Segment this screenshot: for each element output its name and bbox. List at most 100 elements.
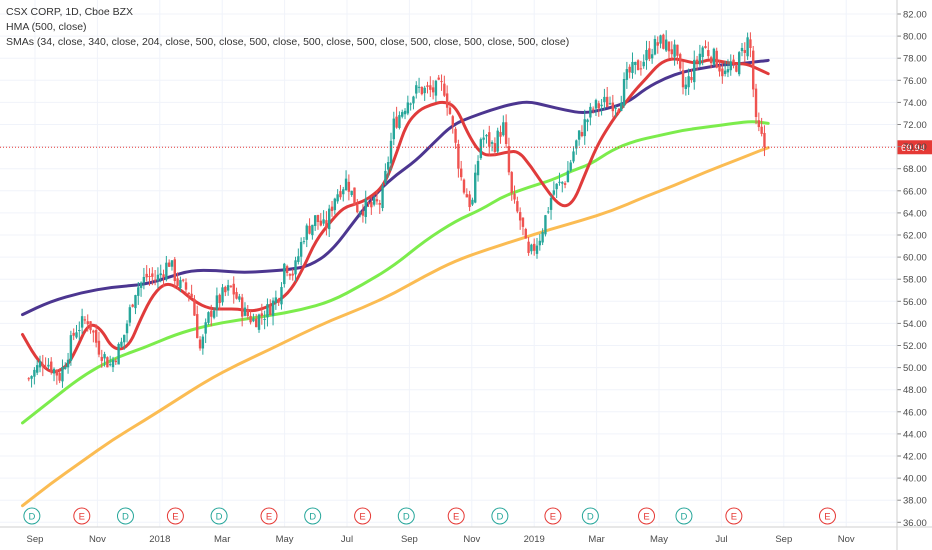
candle-body bbox=[215, 295, 219, 310]
candle-body bbox=[409, 103, 412, 105]
earnings-marker[interactable]: E bbox=[73, 507, 91, 525]
candle-body bbox=[527, 241, 530, 253]
candle-body bbox=[153, 279, 157, 281]
candle-body bbox=[457, 144, 460, 169]
dividend-marker[interactable]: D bbox=[210, 507, 228, 525]
dividend-marker[interactable]: D bbox=[581, 507, 599, 525]
candle-body bbox=[516, 201, 519, 212]
candle-body bbox=[401, 112, 404, 117]
candle-body bbox=[698, 53, 702, 65]
candle-body bbox=[662, 34, 665, 49]
candle-body bbox=[448, 107, 452, 114]
candle-body bbox=[639, 68, 643, 70]
candle-body bbox=[709, 57, 713, 64]
candle-body bbox=[131, 304, 134, 307]
y-tick-label: 40.00 bbox=[903, 474, 927, 485]
candle-body bbox=[139, 282, 143, 288]
marker-label: D bbox=[681, 512, 688, 523]
candle-body bbox=[504, 122, 508, 144]
marker-label: D bbox=[28, 512, 35, 523]
candle-body bbox=[415, 85, 418, 94]
dividend-marker[interactable]: D bbox=[397, 507, 415, 525]
candle-body bbox=[260, 313, 264, 317]
candle-body bbox=[754, 88, 758, 117]
candle-body bbox=[608, 103, 612, 105]
earnings-marker[interactable]: E bbox=[260, 507, 278, 525]
candle-body bbox=[44, 366, 47, 368]
y-axis[interactable]: 36.00 38.00 40.00 42.00 44.00 46.00 48.00 50.00… bbox=[896, 0, 927, 550]
marker-circle bbox=[166, 507, 184, 525]
sma-indicator-label[interactable]: SMAs (34, close, 340, close, 204, close,… bbox=[6, 36, 570, 48]
candle-body bbox=[462, 179, 466, 193]
candle-body bbox=[628, 66, 631, 73]
candle-body bbox=[673, 44, 676, 57]
candle-body bbox=[530, 244, 533, 252]
ma-line bbox=[21, 146, 770, 508]
candle-body bbox=[173, 259, 176, 282]
candle-body bbox=[476, 160, 480, 176]
marker-label: E bbox=[359, 512, 365, 523]
candle-body bbox=[381, 186, 384, 209]
candle-body bbox=[204, 322, 207, 334]
earnings-marker[interactable]: E bbox=[818, 507, 836, 525]
candle-body bbox=[64, 366, 67, 369]
candle-body bbox=[137, 287, 140, 296]
x-tick-label: Sep bbox=[27, 534, 44, 545]
candle-body bbox=[566, 170, 570, 183]
earnings-marker[interactable]: E bbox=[447, 507, 465, 525]
marker-label: D bbox=[587, 512, 594, 523]
candle-body bbox=[620, 102, 623, 112]
candle-body bbox=[325, 220, 328, 229]
earnings-marker[interactable]: E bbox=[354, 507, 372, 525]
candle-body bbox=[636, 60, 640, 71]
earnings-marker[interactable]: E bbox=[638, 507, 656, 525]
candle-body bbox=[156, 274, 160, 281]
candle-body bbox=[224, 286, 227, 293]
candle-body bbox=[232, 283, 235, 295]
candle-body bbox=[617, 109, 620, 111]
candle-body bbox=[746, 37, 749, 57]
candle-body bbox=[482, 137, 485, 140]
candle-body bbox=[38, 361, 42, 368]
candle-body bbox=[465, 194, 469, 198]
candle-body bbox=[128, 307, 132, 323]
candle-body bbox=[625, 69, 629, 80]
dividend-marker[interactable]: D bbox=[491, 507, 509, 525]
candle-body bbox=[386, 162, 390, 170]
dividend-marker[interactable]: D bbox=[304, 507, 322, 525]
candle-body bbox=[269, 305, 272, 316]
candle-body bbox=[721, 68, 724, 77]
candle-body bbox=[92, 330, 95, 333]
candle-body bbox=[145, 273, 148, 278]
earnings-marker[interactable]: E bbox=[725, 507, 743, 525]
marker-circle bbox=[354, 507, 372, 525]
last-price-label: 69.94 bbox=[901, 143, 925, 154]
candle-body bbox=[347, 181, 351, 192]
candle-body bbox=[518, 212, 522, 221]
y-tick-label: 60.00 bbox=[903, 253, 927, 264]
candle-body bbox=[589, 106, 592, 118]
candle-body bbox=[372, 197, 376, 205]
candle-body bbox=[184, 282, 188, 290]
candle-body bbox=[285, 266, 289, 273]
candle-body bbox=[645, 49, 648, 61]
candle-body bbox=[120, 341, 123, 347]
candle-body bbox=[558, 181, 561, 183]
candle-body bbox=[100, 356, 103, 361]
dividend-marker[interactable]: D bbox=[23, 507, 41, 525]
earnings-marker[interactable]: E bbox=[544, 507, 562, 525]
dividend-marker[interactable]: D bbox=[116, 507, 134, 525]
x-axis[interactable]: Sep Nov 2018 Mar May Jul Sep Nov 2019 Mar May Jul Se… bbox=[0, 526, 932, 545]
candle-body bbox=[207, 312, 210, 323]
candle-body bbox=[502, 122, 505, 136]
hma-indicator-label[interactable]: HMA (500, close) bbox=[6, 21, 87, 33]
candle-body bbox=[763, 132, 766, 147]
earnings-marker[interactable]: E bbox=[166, 507, 184, 525]
dividend-marker[interactable]: D bbox=[675, 507, 693, 525]
candle-body bbox=[201, 336, 205, 349]
candle-body bbox=[274, 297, 278, 303]
candle-body bbox=[634, 61, 637, 66]
candle-body bbox=[606, 96, 609, 108]
